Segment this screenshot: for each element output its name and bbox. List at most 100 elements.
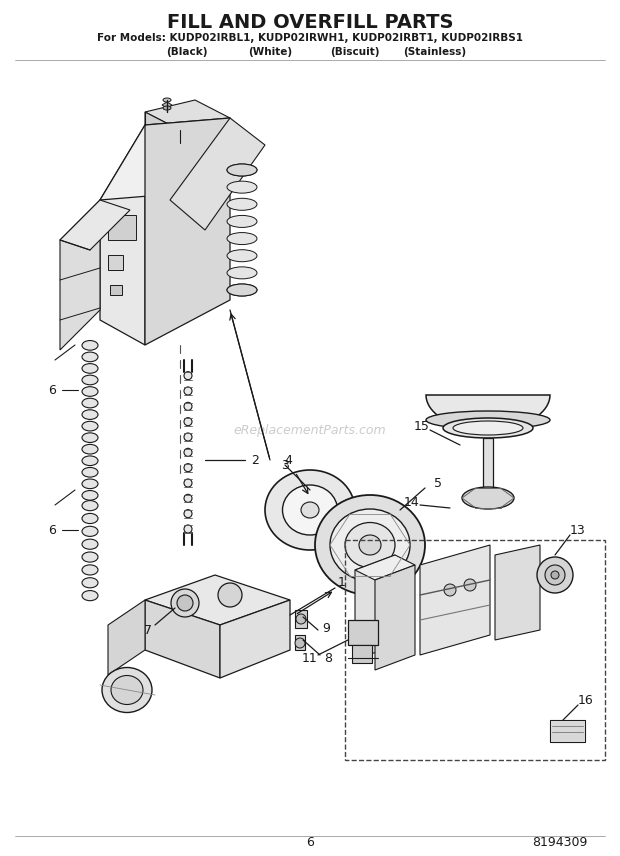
Text: 6: 6 xyxy=(48,383,56,396)
Ellipse shape xyxy=(82,479,98,489)
Polygon shape xyxy=(355,555,395,660)
Ellipse shape xyxy=(227,250,257,262)
Polygon shape xyxy=(550,720,585,742)
Ellipse shape xyxy=(462,487,514,509)
Ellipse shape xyxy=(227,267,257,279)
Polygon shape xyxy=(145,118,230,345)
Ellipse shape xyxy=(82,387,98,396)
Polygon shape xyxy=(355,555,415,580)
Ellipse shape xyxy=(184,387,192,395)
Polygon shape xyxy=(60,200,100,350)
Ellipse shape xyxy=(330,509,410,581)
Ellipse shape xyxy=(184,402,192,410)
Text: 6: 6 xyxy=(306,835,314,848)
Text: FILL AND OVERFILL PARTS: FILL AND OVERFILL PARTS xyxy=(167,13,453,32)
Text: 1: 1 xyxy=(338,576,346,590)
Ellipse shape xyxy=(102,668,152,712)
Text: 9: 9 xyxy=(322,622,330,635)
Ellipse shape xyxy=(359,535,381,555)
Polygon shape xyxy=(162,102,172,108)
Bar xyxy=(550,720,585,742)
Ellipse shape xyxy=(184,525,192,533)
Bar xyxy=(345,540,605,760)
Ellipse shape xyxy=(227,164,257,176)
Circle shape xyxy=(551,571,559,579)
Polygon shape xyxy=(145,100,230,130)
Text: 16: 16 xyxy=(578,693,594,706)
Circle shape xyxy=(296,614,306,624)
Text: 6: 6 xyxy=(48,524,56,537)
Polygon shape xyxy=(420,545,490,655)
Bar xyxy=(295,635,305,650)
Ellipse shape xyxy=(82,398,98,407)
Ellipse shape xyxy=(265,470,355,550)
Text: 14: 14 xyxy=(404,496,420,508)
Ellipse shape xyxy=(82,514,98,524)
Text: 3: 3 xyxy=(281,459,289,472)
Polygon shape xyxy=(170,118,265,230)
Text: eReplacementParts.com: eReplacementParts.com xyxy=(234,424,386,437)
Polygon shape xyxy=(60,200,130,250)
Text: (Black): (Black) xyxy=(166,47,208,57)
Ellipse shape xyxy=(82,490,98,500)
Ellipse shape xyxy=(82,364,98,373)
Ellipse shape xyxy=(315,495,425,595)
Ellipse shape xyxy=(453,421,523,435)
Bar xyxy=(483,438,493,493)
Polygon shape xyxy=(220,600,290,678)
Text: 4: 4 xyxy=(284,454,292,467)
Ellipse shape xyxy=(184,479,192,487)
Bar xyxy=(108,215,136,240)
Circle shape xyxy=(444,584,456,596)
Ellipse shape xyxy=(184,433,192,441)
Text: 2: 2 xyxy=(251,454,259,467)
Polygon shape xyxy=(180,118,230,143)
Ellipse shape xyxy=(111,675,143,704)
Ellipse shape xyxy=(227,284,257,296)
Text: (Stainless): (Stainless) xyxy=(404,47,467,57)
Ellipse shape xyxy=(82,526,98,537)
Text: (White): (White) xyxy=(248,47,292,57)
Text: 8194309: 8194309 xyxy=(533,835,588,848)
Polygon shape xyxy=(145,600,220,678)
Polygon shape xyxy=(145,575,290,625)
Ellipse shape xyxy=(82,501,98,511)
Polygon shape xyxy=(108,600,145,675)
Bar xyxy=(110,285,122,295)
Ellipse shape xyxy=(426,411,550,429)
Ellipse shape xyxy=(301,502,319,518)
Circle shape xyxy=(171,589,199,617)
Text: For Models: KUDP02IRBL1, KUDP02IRWH1, KUDP02IRBT1, KUDP02IRBS1: For Models: KUDP02IRBL1, KUDP02IRWH1, KU… xyxy=(97,33,523,43)
Text: 15: 15 xyxy=(414,419,430,432)
Polygon shape xyxy=(426,395,550,430)
Ellipse shape xyxy=(184,372,192,380)
Ellipse shape xyxy=(227,233,257,245)
Polygon shape xyxy=(495,545,540,640)
Circle shape xyxy=(537,557,573,593)
Polygon shape xyxy=(145,112,180,143)
Ellipse shape xyxy=(163,98,171,102)
Ellipse shape xyxy=(163,106,171,110)
Ellipse shape xyxy=(283,485,337,535)
Ellipse shape xyxy=(184,464,192,472)
Ellipse shape xyxy=(82,565,98,575)
Ellipse shape xyxy=(184,449,192,456)
Ellipse shape xyxy=(82,352,98,362)
Ellipse shape xyxy=(227,181,257,193)
Ellipse shape xyxy=(227,284,257,296)
Ellipse shape xyxy=(82,578,98,588)
Text: 11: 11 xyxy=(302,651,318,664)
Text: 5: 5 xyxy=(434,477,442,490)
Ellipse shape xyxy=(184,494,192,502)
Ellipse shape xyxy=(82,456,98,466)
Polygon shape xyxy=(100,125,145,345)
Bar xyxy=(348,620,378,645)
Circle shape xyxy=(218,583,242,607)
Circle shape xyxy=(545,565,565,585)
Text: 7: 7 xyxy=(144,623,152,637)
Ellipse shape xyxy=(82,552,98,562)
Ellipse shape xyxy=(82,467,98,477)
Ellipse shape xyxy=(82,591,98,601)
Bar xyxy=(108,255,123,270)
Ellipse shape xyxy=(82,341,98,350)
